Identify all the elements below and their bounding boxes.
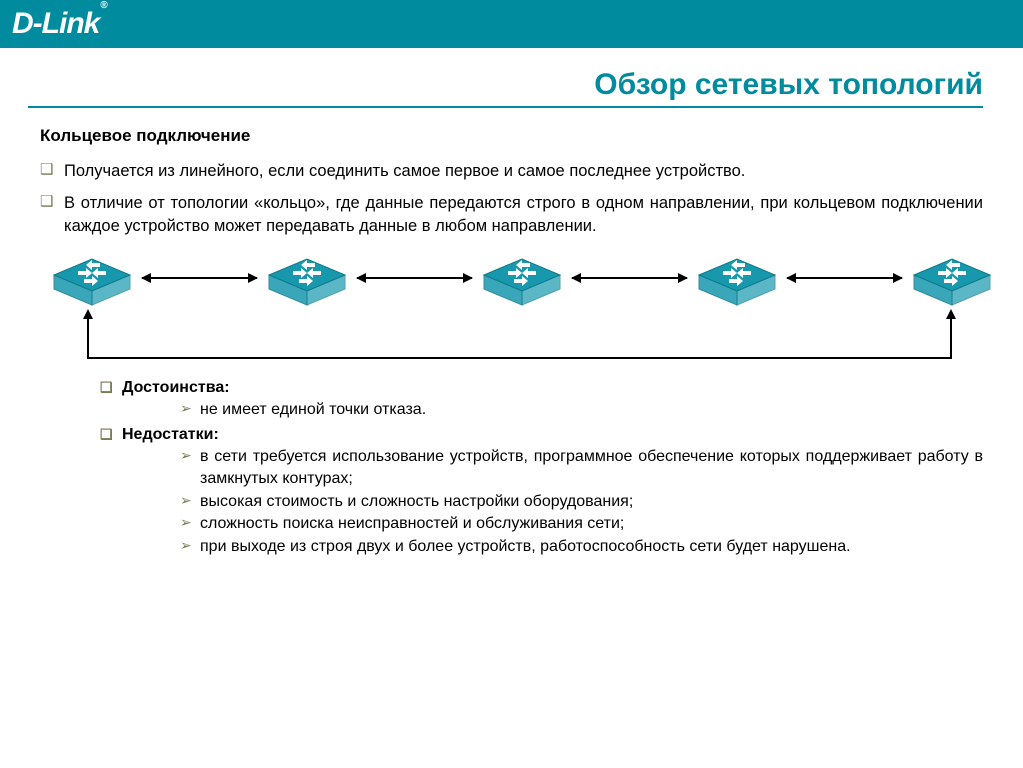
loop-connector (87, 357, 952, 359)
loop-arrowhead-icon (946, 309, 956, 319)
advantages-list: не имеет единой точки отказа. (100, 399, 983, 421)
loop-arrowhead-icon (83, 309, 93, 319)
brand-logo: D-Link® (12, 7, 106, 41)
loop-connector (950, 317, 952, 357)
bidirectional-connector (142, 277, 257, 279)
loop-connector (87, 317, 89, 357)
switch-node-icon (687, 247, 787, 317)
header-bar: D-Link® (0, 0, 1023, 48)
disadvantage-item: высокая стоимость и сложность настройки … (180, 491, 983, 513)
advantages-heading: Достоинства: (100, 379, 983, 397)
bidirectional-connector (572, 277, 687, 279)
disadvantage-item: в сети требуется использование устройств… (180, 446, 983, 489)
switch-node-icon (257, 247, 357, 317)
disadvantage-item: сложность поиска неисправностей и обслуж… (180, 513, 983, 535)
main-bullet: Получается из линейного, если соединить … (40, 160, 983, 182)
subheading: Кольцевое подключение (40, 126, 983, 146)
switch-node-icon (42, 247, 142, 317)
switch-node-icon (902, 247, 1002, 317)
lower-section: Достоинства: не имеет единой точки отказ… (0, 379, 1023, 558)
bidirectional-connector (357, 277, 472, 279)
disadvantage-item: при выходе из строя двух и более устройс… (180, 536, 983, 558)
page-title: Обзор сетевых топологий (0, 48, 1023, 106)
main-bullet: В отличие от топологии «кольцо», где дан… (40, 192, 983, 237)
content-area: Кольцевое подключение Получается из лине… (0, 108, 1023, 237)
switch-node-icon (472, 247, 572, 317)
disadvantages-list: в сети требуется использование устройств… (100, 446, 983, 557)
disadvantages-heading: Недостатки: (100, 426, 983, 444)
brand-registered: ® (100, 0, 106, 11)
bidirectional-connector (787, 277, 902, 279)
main-bullet-list: Получается из линейного, если соединить … (40, 160, 983, 237)
brand-text: D-Link (12, 7, 99, 40)
advantage-item: не имеет единой точки отказа. (180, 399, 983, 421)
ring-topology-diagram (32, 247, 992, 367)
